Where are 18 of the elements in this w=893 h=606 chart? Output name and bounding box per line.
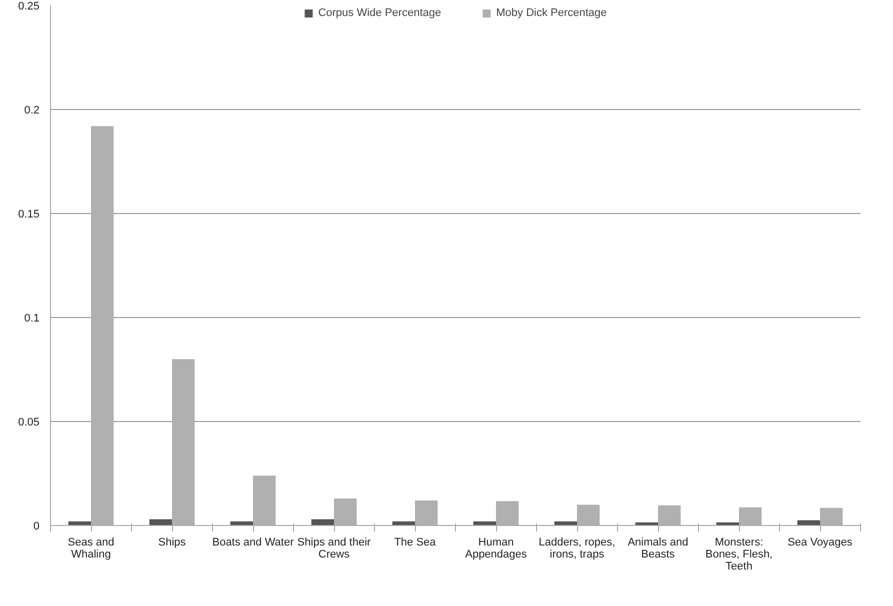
y-tick-label: 0.15 [18, 208, 40, 220]
x-tick-label: Sea Voyages [788, 536, 853, 548]
x-tick-label: The Sea [394, 536, 437, 548]
y-tick-label: 0.2 [24, 104, 40, 116]
x-tick-label: Ships and their Crews [297, 536, 372, 560]
x-tick-label: Boats and Water [212, 536, 294, 548]
y-tick-label: 0.05 [18, 416, 40, 428]
x-tick-label: Animals and Beasts [628, 536, 688, 560]
y-tick-label: 0 [33, 520, 40, 532]
y-tick-label: 0.25 [18, 0, 40, 12]
legend-label: Corpus Wide Percentage [318, 7, 442, 19]
x-tick-label: Ladders, ropes, irons, traps [538, 536, 616, 560]
legend-label: Moby Dick Percentage [496, 7, 607, 19]
x-tick-label: Seas and Whaling [68, 536, 114, 560]
x-tick-label: Ships [158, 536, 186, 548]
x-tick-label: Monsters: Bones, Flesh, Teeth [705, 536, 773, 572]
y-tick-label: 0.1 [24, 312, 40, 324]
x-tick-label: Human Appendages [465, 536, 528, 560]
